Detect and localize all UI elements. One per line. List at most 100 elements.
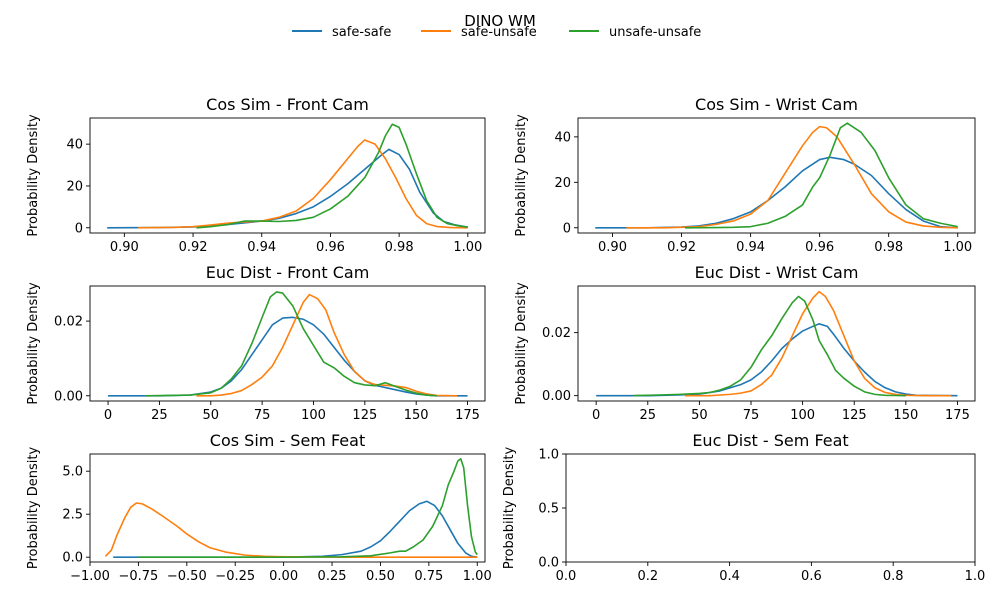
x-tick-label: 0.98 xyxy=(385,240,414,255)
y-tick-label: 40 xyxy=(554,130,571,145)
y-tick-label: 0.02 xyxy=(54,315,83,330)
series-line-safe-unsafe xyxy=(104,502,478,558)
figure-title: DINO WM xyxy=(464,12,536,30)
series-group xyxy=(104,458,478,558)
series-line-safe-safe xyxy=(107,148,468,229)
y-tick-label: 0.00 xyxy=(54,389,83,404)
y-tick-label: 40 xyxy=(66,138,83,153)
x-tick-label: 25 xyxy=(640,408,657,423)
x-tick-label: 125 xyxy=(842,408,867,423)
subplot-title: Cos Sim - Wrist Cam xyxy=(695,95,858,114)
y-tick-label: 0 xyxy=(75,221,83,236)
x-tick-label: 50 xyxy=(691,408,708,423)
series-line-safe-safe xyxy=(596,323,958,397)
subplot-1: Cos Sim - Front Cam Probability Density 0.… xyxy=(26,95,486,255)
x-tick-label: 125 xyxy=(352,408,377,423)
subplot-title: Euc Dist - Front Cam xyxy=(206,263,370,282)
y-axis-label: Probability Density xyxy=(26,282,41,405)
x-tick-label: −0.25 xyxy=(215,569,255,584)
x-tick-label: 1.00 xyxy=(463,569,492,584)
y-tick-label: 0.02 xyxy=(542,326,571,341)
x-tick-label: 0.8 xyxy=(883,569,904,584)
legend-label: safe-safe xyxy=(332,25,391,40)
y-tick-label: 20 xyxy=(554,176,571,191)
x-tick-label: 1.00 xyxy=(943,240,972,255)
y-tick-label: 1.0 xyxy=(538,448,559,463)
x-tick-label: 0 xyxy=(104,408,112,423)
subplot-2: Cos Sim - Wrist Cam Probability Density 0.… xyxy=(514,95,976,255)
x-tick-label: 75 xyxy=(743,408,760,423)
y-tick-label: 0.0 xyxy=(62,551,83,566)
series-group xyxy=(108,291,468,397)
series-line-safe-unsafe xyxy=(626,125,958,229)
x-tick-label: 0 xyxy=(592,408,600,423)
series-group xyxy=(107,123,468,229)
y-axis-label: Probability Density xyxy=(514,114,529,237)
x-tick-label: 175 xyxy=(455,408,480,423)
series-group xyxy=(596,290,958,397)
legend: safe-safe safe-unsafe unsafe-unsafe xyxy=(292,25,701,40)
x-tick-label: 0.96 xyxy=(805,240,834,255)
x-tick-label: 0.94 xyxy=(247,240,276,255)
subplot-4: Euc Dist - Wrist Cam Probability Density 0… xyxy=(514,263,976,423)
x-tick-label: 1.00 xyxy=(453,240,482,255)
x-tick-label: −0.50 xyxy=(167,569,207,584)
series-line-safe-unsafe xyxy=(684,290,952,397)
y-tick-label: 0.5 xyxy=(538,502,559,517)
subplot-title: Cos Sim - Front Cam xyxy=(206,95,369,114)
subplot-title: Euc Dist - Wrist Cam xyxy=(695,263,859,282)
subplot-grid: Cos Sim - Front Cam Probability Density 0.… xyxy=(26,95,985,584)
x-tick-label: 50 xyxy=(203,408,220,423)
y-axis-label: Probability Density xyxy=(514,282,529,405)
x-tick-label: 0.98 xyxy=(874,240,903,255)
series-line-safe-unsafe xyxy=(196,293,458,397)
x-tick-label: 0.92 xyxy=(667,240,696,255)
axes-frame xyxy=(89,285,486,402)
subplot-title: Euc Dist - Sem Feat xyxy=(692,431,848,450)
x-tick-label: 0.0 xyxy=(556,569,577,584)
subplot-6: Euc Dist - Sem Feat Probability Density 0.… xyxy=(502,431,985,584)
x-tick-label: −1.00 xyxy=(70,569,110,584)
legend-label: safe-unsafe xyxy=(461,25,537,40)
x-tick-label: 150 xyxy=(404,408,429,423)
x-tick-label: 0.94 xyxy=(736,240,765,255)
y-tick-label: 0 xyxy=(563,221,571,236)
axes-frame xyxy=(89,453,486,563)
legend-entry-safe-safe: safe-safe xyxy=(292,25,391,40)
x-tick-label: 0.75 xyxy=(414,569,443,584)
x-tick-label: 0.96 xyxy=(316,240,345,255)
axes-frame xyxy=(565,453,976,563)
x-tick-label: 0.92 xyxy=(179,240,208,255)
series-group xyxy=(595,122,958,229)
series-line-unsafe-unsafe xyxy=(145,291,437,397)
legend-entry-unsafe-unsafe: unsafe-unsafe xyxy=(569,25,701,40)
x-tick-label: 0.6 xyxy=(801,569,822,584)
series-line-safe-safe xyxy=(595,156,958,229)
legend-label: unsafe-unsafe xyxy=(609,25,701,40)
x-tick-label: 0.4 xyxy=(719,569,740,584)
x-tick-label: 100 xyxy=(790,408,815,423)
legend-entry-safe-unsafe: safe-unsafe xyxy=(421,25,537,40)
subplot-3: Euc Dist - Front Cam Probability Density 0… xyxy=(26,263,486,423)
series-line-safe-safe xyxy=(113,500,478,558)
axes-frame xyxy=(89,117,486,234)
subplot-5: Cos Sim - Sem Feat Probability Density −1.… xyxy=(26,431,492,584)
x-tick-label: 0.90 xyxy=(110,240,139,255)
x-tick-label: 0.90 xyxy=(598,240,627,255)
x-tick-label: 0.25 xyxy=(318,569,347,584)
x-tick-label: 150 xyxy=(893,408,918,423)
axes-frame xyxy=(577,285,976,402)
x-tick-label: 75 xyxy=(254,408,271,423)
x-tick-label: 1.0 xyxy=(965,569,986,584)
series-line-unsafe-unsafe xyxy=(138,458,478,558)
series-line-unsafe-unsafe xyxy=(633,295,906,397)
series-line-safe-unsafe xyxy=(138,139,468,229)
y-tick-label: 0.00 xyxy=(542,389,571,404)
y-tick-label: 5.0 xyxy=(62,465,83,480)
x-tick-label: 25 xyxy=(151,408,168,423)
x-tick-label: −0.75 xyxy=(118,569,158,584)
subplot-title: Cos Sim - Sem Feat xyxy=(210,431,365,450)
x-tick-label: 0.50 xyxy=(366,569,395,584)
series-line-safe-safe xyxy=(108,316,468,397)
